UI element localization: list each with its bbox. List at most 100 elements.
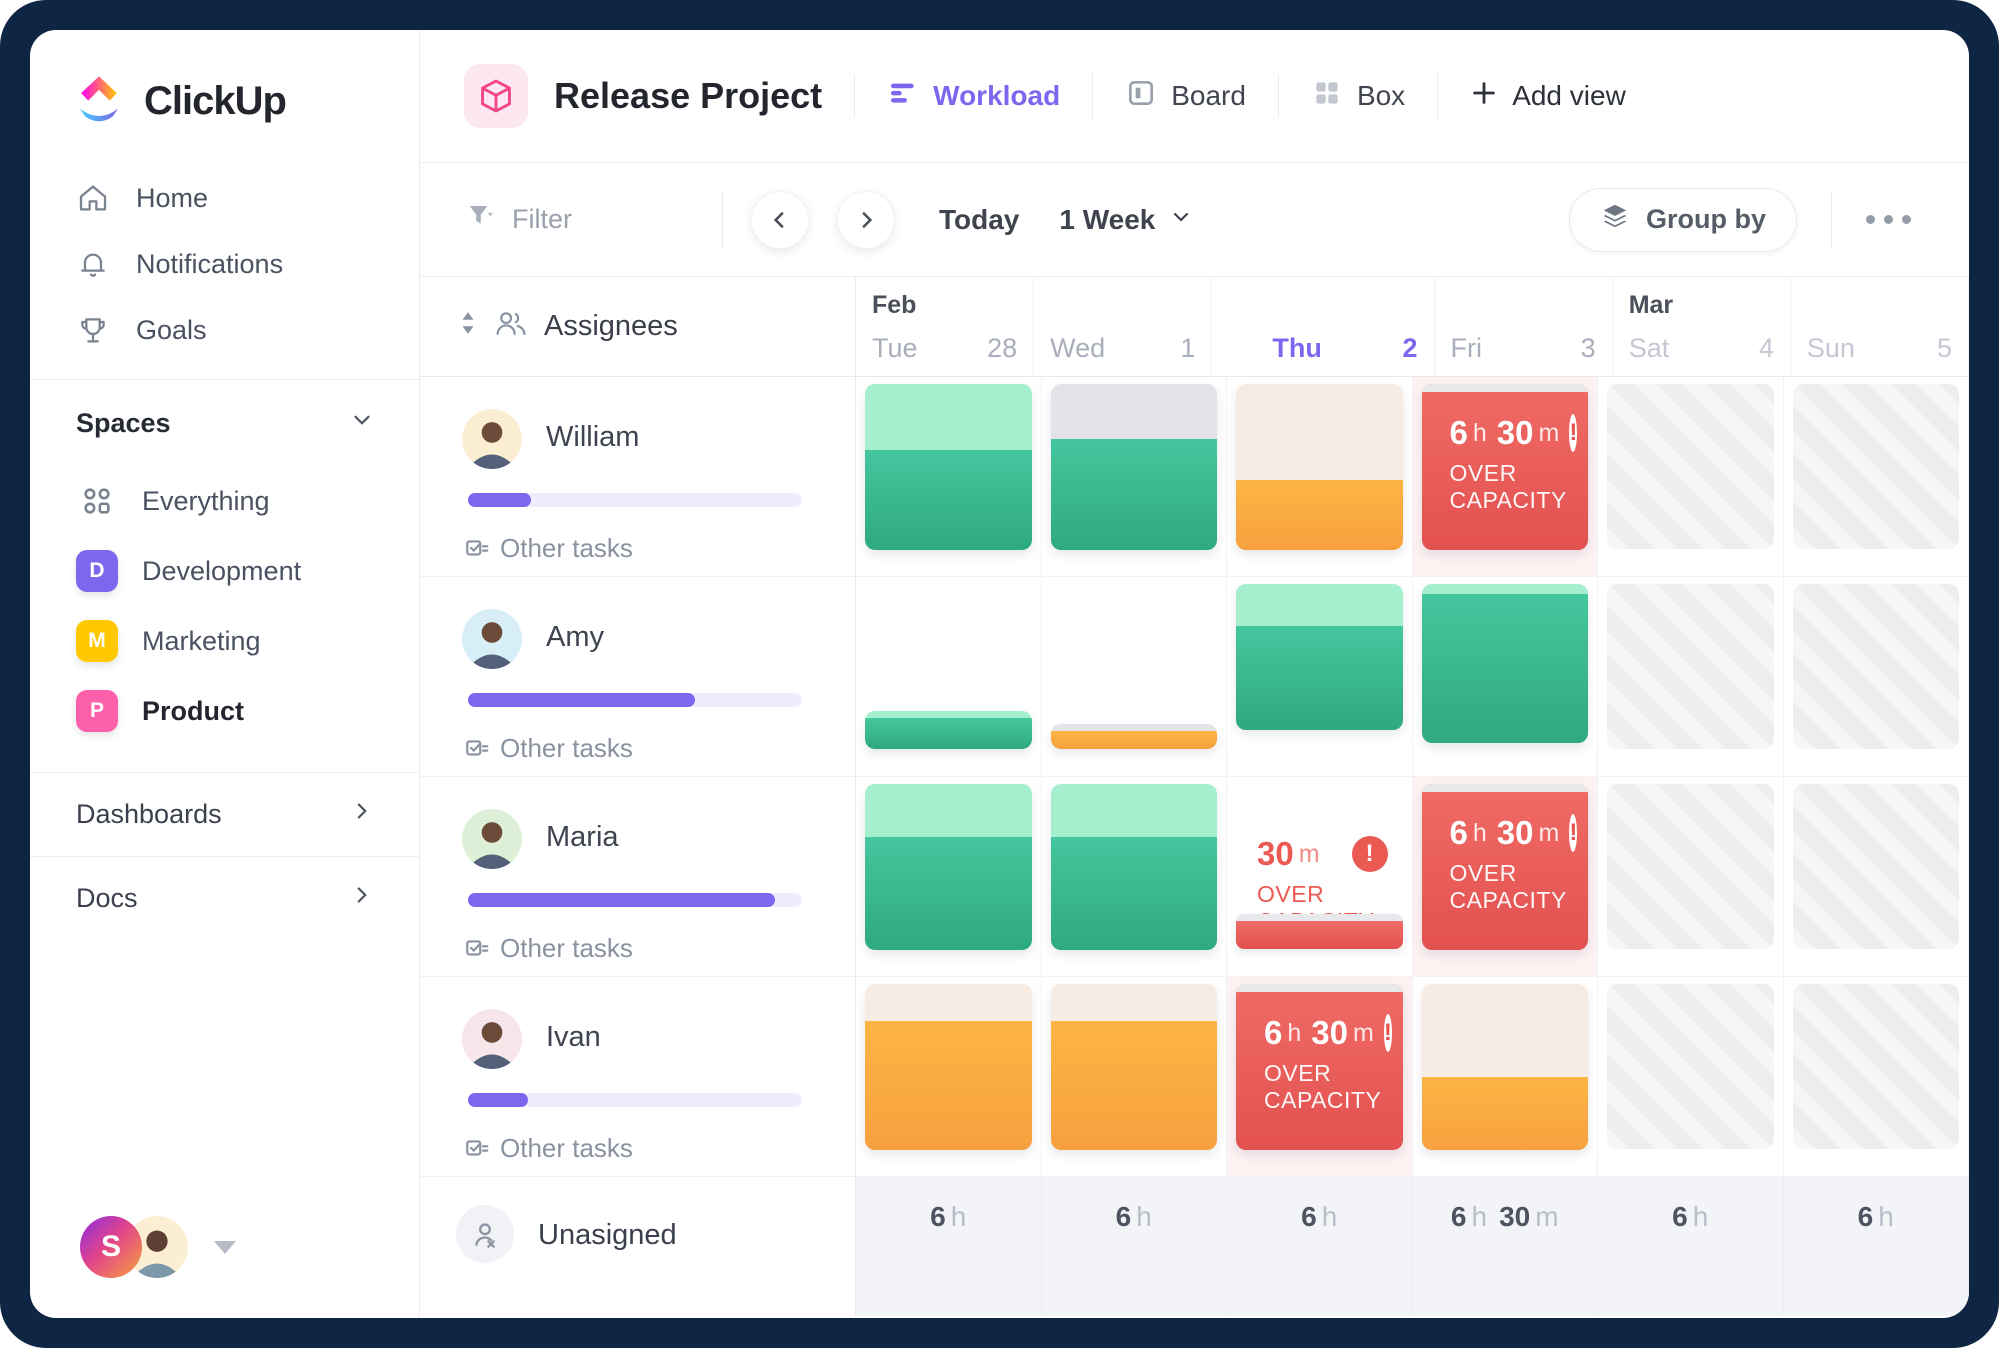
add-view-button[interactable]: Add view — [1470, 79, 1626, 114]
weekend-hatch — [1607, 984, 1774, 1149]
task-block[interactable] — [1050, 724, 1217, 749]
workload-cell[interactable] — [1041, 777, 1227, 977]
task-segment-mint — [1050, 784, 1217, 838]
task-block[interactable] — [1421, 584, 1588, 743]
day-column-header-thu: Thu 2 — [1256, 277, 1435, 376]
unassigned-row-header[interactable]: Unasigned — [420, 1177, 856, 1316]
task-segment-mint — [865, 711, 1032, 718]
project-cube-icon — [464, 64, 528, 128]
weekend-hatch — [1607, 384, 1774, 549]
range-selector[interactable]: 1 Week — [1059, 204, 1193, 236]
group-by-button[interactable]: Group by — [1569, 187, 1797, 252]
workload-cell[interactable] — [1412, 977, 1598, 1177]
task-segment-mint — [865, 784, 1032, 838]
task-block[interactable] — [865, 984, 1032, 1150]
sidebar-item-label: Goals — [136, 314, 207, 345]
over-capacity-bar[interactable] — [1236, 914, 1403, 949]
day-date: 5 — [1937, 333, 1953, 363]
assignees-column-header[interactable]: Assignees — [420, 277, 856, 376]
workload-cell[interactable] — [1227, 377, 1413, 577]
unassigned-label: Unasigned — [538, 1219, 677, 1251]
over-capacity-block[interactable]: 6 h 30 m! OVER CAPACITY — [1421, 784, 1588, 950]
sidebar-item-dashboards[interactable]: Dashboards — [30, 772, 419, 856]
workload-row-maria: Maria Other tasks 30m!OVER CAPACITY6h30m!O… — [420, 777, 1969, 977]
next-week-button[interactable] — [837, 190, 895, 249]
task-segment-green — [865, 717, 1032, 749]
space-label: Development — [142, 555, 302, 586]
assignee-card-maria[interactable]: Maria Other tasks — [420, 777, 856, 977]
task-segment-cream — [1050, 984, 1217, 1021]
workload-cell[interactable] — [1041, 577, 1227, 777]
workload-cell[interactable]: 30m!OVER CAPACITY — [1227, 777, 1413, 977]
workload-cell[interactable] — [856, 777, 1042, 977]
workload-cell[interactable]: 6 h 30 m! OVER CAPACITY — [1412, 777, 1598, 977]
workload-cell[interactable]: 6 h 30 m! OVER CAPACITY — [1227, 977, 1413, 1177]
space-label: Product — [142, 695, 245, 726]
task-block[interactable] — [1236, 384, 1403, 550]
sidebar-item-everything[interactable]: Everything — [30, 466, 419, 536]
other-tasks-link[interactable]: Other tasks — [464, 533, 633, 564]
task-block[interactable] — [1050, 984, 1217, 1150]
clickup-wordmark: ClickUp — [144, 79, 287, 123]
clickup-logo[interactable]: ClickUp — [72, 72, 419, 131]
toolbar-divider — [722, 190, 723, 249]
sidebar-item-home[interactable]: Home — [30, 165, 419, 231]
spaces-section-header[interactable]: Spaces — [30, 380, 419, 466]
sidebar-item-docs[interactable]: Docs — [30, 856, 419, 940]
workload-cell[interactable] — [856, 577, 1042, 777]
over-capacity-label: OVER CAPACITY — [1449, 860, 1567, 913]
task-block[interactable] — [1236, 584, 1403, 730]
sidebar-item-label: Home — [136, 182, 209, 213]
capacity-progress-bar — [468, 693, 802, 707]
other-tasks-link[interactable]: Other tasks — [464, 733, 633, 764]
task-block[interactable] — [865, 711, 1032, 749]
assignee-card-amy[interactable]: Amy Other tasks — [420, 577, 856, 777]
more-options-button[interactable] — [1866, 215, 1911, 224]
filter-button[interactable]: Filter — [466, 201, 572, 238]
day-column-header-wed: Wed 1 — [1034, 277, 1213, 376]
task-segment-gray — [1050, 724, 1217, 731]
tab-board[interactable]: Board — [1125, 77, 1246, 116]
other-tasks-link[interactable]: Other tasks — [464, 1133, 633, 1164]
workload-cell[interactable] — [856, 377, 1042, 577]
sidebar-item-notifications[interactable]: Notifications — [30, 231, 419, 297]
sidebar-item-product[interactable]: P Product — [30, 676, 419, 746]
over-capacity-block[interactable]: 6 h 30 m! OVER CAPACITY — [1236, 984, 1403, 1150]
tab-box[interactable]: Box — [1311, 77, 1405, 116]
workload-cell[interactable]: 6 h 30 m! OVER CAPACITY — [1412, 377, 1598, 577]
chevron-right-icon — [349, 798, 375, 831]
other-tasks-link[interactable]: Other tasks — [464, 933, 633, 964]
task-block[interactable] — [1421, 984, 1588, 1150]
bell-icon — [76, 248, 110, 280]
user-account-chip[interactable]: S — [80, 1216, 419, 1278]
task-segment-cream — [1421, 984, 1588, 1077]
task-block[interactable] — [1050, 784, 1217, 950]
workload-cell[interactable] — [856, 977, 1042, 1177]
prev-week-button[interactable] — [751, 190, 809, 249]
sidebar-item-label: Notifications — [136, 248, 284, 279]
sidebar-item-goals[interactable]: Goals — [30, 297, 419, 363]
task-block[interactable] — [865, 784, 1032, 950]
day-name: Wed — [1050, 333, 1106, 363]
sidebar-item-development[interactable]: D Development — [30, 536, 419, 606]
workload-icon — [887, 77, 919, 116]
workload-cell — [1598, 777, 1784, 977]
sidebar: ClickUp Home Notifications Goals Spaces — [30, 30, 420, 1318]
workload-cell[interactable] — [1227, 577, 1413, 777]
workload-cell[interactable] — [1412, 577, 1598, 777]
tab-workload[interactable]: Workload — [887, 77, 1060, 116]
assignee-card-ivan[interactable]: Ivan Other tasks — [420, 977, 856, 1177]
add-view-label: Add view — [1512, 80, 1626, 111]
weekend-hatch — [1607, 584, 1774, 749]
workload-cell[interactable] — [1041, 977, 1227, 1177]
assignee-card-william[interactable]: William Other tasks — [420, 377, 856, 577]
warning-icon: ! — [1351, 836, 1388, 872]
today-button[interactable]: Today — [939, 203, 1020, 235]
task-block[interactable] — [1050, 384, 1217, 550]
workload-cell[interactable] — [1041, 377, 1227, 577]
day-date: 1 — [1180, 333, 1196, 363]
task-block[interactable] — [865, 384, 1032, 550]
sidebar-item-marketing[interactable]: M Marketing — [30, 606, 419, 676]
over-capacity-block[interactable]: 6 h 30 m! OVER CAPACITY — [1421, 384, 1588, 550]
